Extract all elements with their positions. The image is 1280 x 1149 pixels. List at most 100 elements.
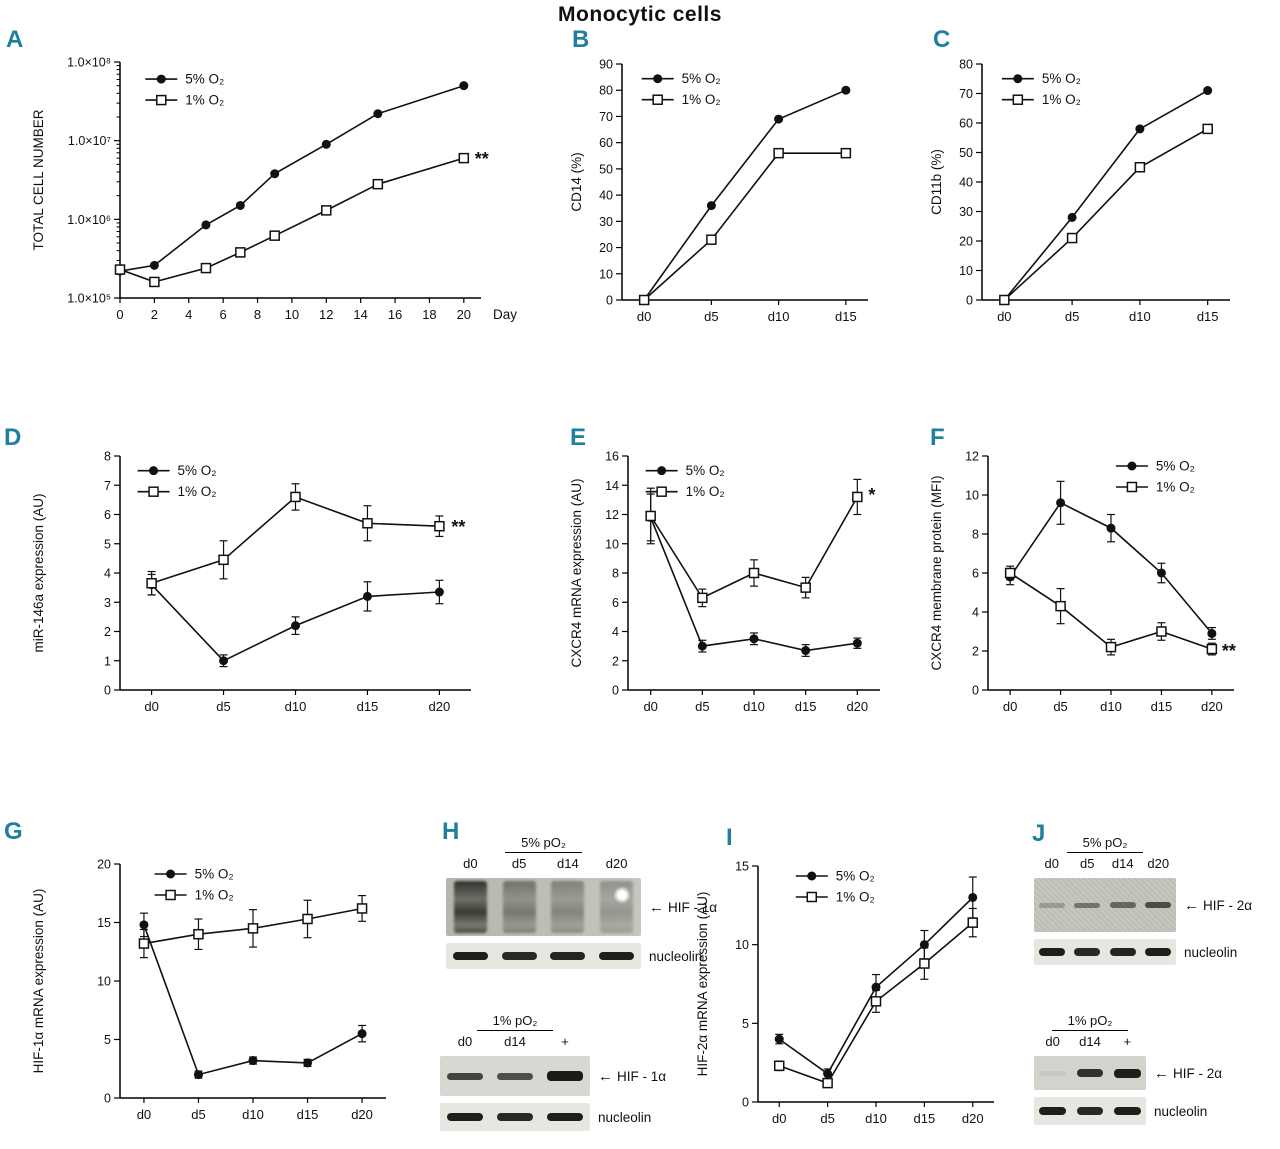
- panel-letter-c: C: [933, 26, 951, 53]
- lane-label: d14: [504, 1034, 526, 1049]
- svg-text:d0: d0: [637, 309, 651, 324]
- lane-label: d0: [1045, 1034, 1060, 1049]
- svg-text:12: 12: [965, 450, 979, 464]
- panel-h-western-blots: 5% pO₂ d0 d5 d14 d20: [440, 834, 750, 1146]
- protein-name: HIF - 1α: [668, 899, 718, 915]
- svg-text:2: 2: [104, 625, 111, 639]
- lane-labels: d0 d14 +: [1034, 1034, 1146, 1049]
- svg-text:0: 0: [612, 684, 619, 698]
- western-blot-image-hif2a-5pct: [1034, 878, 1176, 932]
- svg-text:d0: d0: [643, 699, 657, 714]
- panel-letter-i: I: [726, 824, 733, 851]
- lane-label: d20: [605, 856, 628, 871]
- svg-text:d0: d0: [772, 1111, 786, 1126]
- svg-text:1% O₂: 1% O₂: [836, 890, 875, 905]
- lane-labels: d0 d14 +: [440, 1034, 590, 1049]
- svg-text:3: 3: [104, 596, 111, 610]
- western-blot-image-nucleolin: [440, 1103, 590, 1131]
- svg-text:7: 7: [104, 479, 111, 493]
- svg-text:0: 0: [742, 1096, 749, 1110]
- protein-name: HIF - 2α: [1203, 897, 1253, 913]
- svg-text:2: 2: [612, 654, 619, 668]
- chart-total-cell-number: 1.0×10⁵ 1.0×10⁶ 1.0×10⁷ 1.0×10⁸ 0 2 4 6 8 10 12 14 1…: [28, 40, 533, 340]
- svg-text:d15: d15: [1197, 309, 1219, 324]
- chart-hif1a-mrna: 0 5 10 15 20 d0 d5 d10 d15 d20 HIF-1α mRNA express…: [28, 838, 414, 1144]
- svg-text:1.0×10⁶: 1.0×10⁶: [67, 213, 111, 227]
- svg-text:TOTAL CELL NUMBER: TOTAL CELL NUMBER: [31, 109, 46, 250]
- blot-bands: [440, 1056, 590, 1096]
- svg-text:Day: Day: [493, 307, 517, 322]
- svg-text:50: 50: [959, 146, 973, 160]
- lane-labels: d0 d5 d14 d20: [1034, 856, 1176, 871]
- western-blot-image-nucleolin: [1034, 1097, 1146, 1125]
- arrow-left-icon: ←: [649, 898, 664, 916]
- svg-text:50: 50: [599, 162, 613, 176]
- blot-bright-spot: [613, 886, 631, 904]
- panel-j-western-blots: 5% pO₂ d0 d5 d14 d20 ← HIF - 2α: [1030, 834, 1280, 1146]
- svg-text:40: 40: [959, 176, 973, 190]
- svg-text:20: 20: [97, 858, 111, 872]
- svg-text:d0: d0: [137, 1107, 151, 1122]
- svg-text:d5: d5: [695, 699, 709, 714]
- blot-header: 5% pO₂ d0 d5 d14 d20: [446, 834, 641, 871]
- svg-text:d10: d10: [285, 699, 307, 714]
- svg-text:1% O₂: 1% O₂: [178, 484, 217, 499]
- lane-label: d0: [463, 856, 478, 871]
- svg-text:70: 70: [959, 87, 973, 101]
- svg-text:0: 0: [116, 307, 123, 322]
- svg-text:1% O₂: 1% O₂: [1156, 480, 1195, 495]
- svg-text:15: 15: [735, 860, 749, 874]
- svg-text:d5: d5: [704, 309, 718, 324]
- protein-label: ← HIF - 2α: [1184, 897, 1252, 914]
- svg-text:14: 14: [353, 307, 367, 322]
- blot-header: 1% pO₂ d0 d14 +: [1034, 1012, 1146, 1049]
- svg-text:d15: d15: [357, 699, 379, 714]
- condition-label: 1% pO₂: [1051, 1013, 1129, 1031]
- svg-text:10: 10: [285, 307, 299, 322]
- western-blot-image-nucleolin: [446, 943, 641, 969]
- loading-label: nucleolin: [598, 1109, 652, 1125]
- svg-text:d15: d15: [1151, 699, 1173, 714]
- svg-text:0: 0: [972, 684, 979, 698]
- svg-text:60: 60: [599, 136, 613, 150]
- svg-text:60: 60: [959, 117, 973, 131]
- panel-letter-d: D: [4, 424, 22, 451]
- lane-label: d14: [557, 856, 579, 871]
- svg-text:0: 0: [104, 1092, 111, 1106]
- svg-text:d15: d15: [914, 1111, 936, 1126]
- panel-letter-h: H: [442, 818, 460, 845]
- svg-text:1% O₂: 1% O₂: [195, 888, 234, 903]
- svg-text:d15: d15: [297, 1107, 319, 1122]
- panel-letter-f: F: [930, 424, 945, 451]
- svg-text:miR-146a expression (AU): miR-146a expression (AU): [31, 493, 46, 652]
- western-blot-image-nucleolin: [1034, 939, 1176, 965]
- svg-text:d0: d0: [1003, 699, 1017, 714]
- svg-text:80: 80: [599, 84, 613, 98]
- svg-text:4: 4: [104, 567, 111, 581]
- condition-label: 1% pO₂: [476, 1013, 554, 1031]
- svg-text:70: 70: [599, 110, 613, 124]
- svg-text:d20: d20: [351, 1107, 373, 1122]
- western-blot-image-hif1a-1pct: [440, 1056, 590, 1096]
- lane-label: d5: [1080, 856, 1095, 871]
- svg-text:5% O₂: 5% O₂: [682, 71, 721, 86]
- blot-group-hif1a-5pct: 5% pO₂ d0 d5 d14 d20: [446, 834, 717, 969]
- svg-text:6: 6: [104, 508, 111, 522]
- loading-label: nucleolin: [1154, 1103, 1208, 1119]
- svg-text:10: 10: [97, 975, 111, 989]
- svg-text:8: 8: [254, 307, 261, 322]
- svg-text:4: 4: [972, 606, 979, 620]
- blot-bands: [1034, 878, 1176, 932]
- panel-letter-e: E: [570, 424, 587, 451]
- svg-text:d10: d10: [865, 1111, 887, 1126]
- loading-label: nucleolin: [649, 948, 703, 964]
- chart-cxcr4-mrna: 0 2 4 6 8 10 12 14 16 d0 d5 d10 d15 d20 CXCR4 mRNA exp…: [566, 442, 922, 734]
- blot-header: 5% pO₂ d0 d5 d14 d20: [1034, 834, 1176, 871]
- svg-text:10: 10: [599, 267, 613, 281]
- svg-text:5% O₂: 5% O₂: [178, 463, 217, 478]
- blot-bands: [1034, 939, 1176, 965]
- svg-text:d10: d10: [1129, 309, 1151, 324]
- svg-text:d5: d5: [191, 1107, 205, 1122]
- svg-text:CXCR4 membrane protein (MFI): CXCR4 membrane protein (MFI): [929, 475, 944, 670]
